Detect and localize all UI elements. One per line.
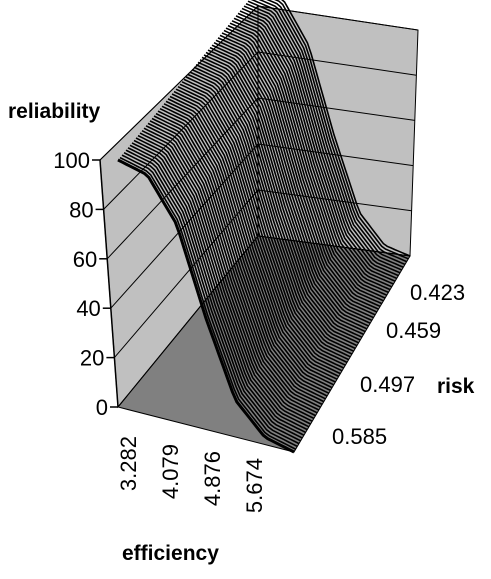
surface-line (241, 7, 398, 280)
surface-line (157, 110, 328, 397)
surface-line (221, 32, 381, 308)
surface-line (281, 0, 411, 257)
z-axis-title: reliability (8, 100, 101, 123)
surface-line (191, 68, 356, 350)
surface-line (211, 44, 373, 322)
surface-line (167, 98, 336, 383)
surface-line (231, 20, 389, 294)
surface-line (245, 2, 401, 274)
surface-line (137, 134, 311, 425)
y-axis-ticks: 0.423 0.459 0.497 0.585 (332, 280, 465, 449)
surface-line (141, 129, 315, 420)
surface-line (139, 132, 313, 422)
surface-line (135, 137, 310, 428)
surface-line (175, 88, 343, 372)
surface-line (149, 120, 321, 408)
z-tick-label: 40 (76, 296, 100, 321)
surface-line (145, 125, 318, 414)
surface-line (195, 63, 359, 344)
y-axis-title: risk (437, 375, 475, 398)
surface-line (215, 39, 376, 316)
surface-line (225, 27, 384, 302)
z-gridline-back (257, 5, 419, 31)
z-gridline (99, 5, 259, 161)
surface-line (171, 93, 340, 378)
surface-line (123, 151, 300, 445)
surface-line (173, 90, 341, 375)
surface-line (129, 144, 305, 436)
surface-line (151, 117, 323, 406)
surface-line (219, 34, 379, 310)
surface-line (266, 0, 408, 263)
surface-line (243, 5, 399, 277)
surface-line (205, 51, 368, 330)
z-tick-label: 80 (69, 197, 93, 222)
surface-line (223, 29, 383, 305)
surface-line (121, 154, 298, 448)
surface-line (181, 81, 348, 364)
surface-line (147, 122, 320, 411)
surface-line (237, 12, 394, 285)
surface-line (143, 127, 316, 417)
surface-line (161, 105, 331, 392)
surface-line (163, 103, 333, 389)
surface-line (209, 46, 371, 324)
surface-line (213, 41, 374, 319)
surface-line (189, 71, 355, 352)
surface-line (197, 61, 361, 341)
surface-line (247, 0, 403, 271)
x-tick-label: 5.674 (242, 458, 267, 513)
surface-front-edge (117, 158, 295, 454)
surface-line (153, 115, 325, 403)
z-axis-line (99, 159, 119, 408)
surface-line (227, 24, 386, 299)
x-axis-ticks: 3.282 4.079 4.876 5.674 (116, 436, 267, 513)
z-tick-label: 20 (80, 346, 104, 371)
y-tick-label: 0.459 (386, 318, 441, 343)
surface-line (193, 66, 358, 347)
x-tick-label: 4.876 (200, 451, 225, 506)
z-tick-label: 100 (53, 148, 90, 173)
surface-line (131, 142, 306, 434)
surface-line (217, 37, 378, 313)
y-tick-label: 0.497 (360, 372, 415, 397)
surface-line (165, 100, 335, 386)
surface-line (155, 112, 326, 400)
surface-line (127, 147, 303, 439)
surface-line (133, 139, 308, 431)
surface-line (239, 10, 396, 282)
z-axis-ticks: 0 20 40 60 80 100 (53, 148, 118, 420)
surface-mesh (117, 0, 411, 454)
surface-line (199, 59, 363, 338)
x-tick-label: 4.079 (158, 444, 183, 499)
surface-line (201, 56, 364, 336)
surface-line (169, 95, 338, 380)
x-tick-label: 3.282 (116, 436, 141, 491)
surface-line (235, 15, 393, 288)
surface-line (119, 156, 297, 450)
x-axis-title: efficiency (122, 542, 219, 565)
surface-line (258, 0, 406, 266)
y-tick-label: 0.423 (410, 280, 465, 305)
surface-line (250, 0, 404, 268)
z-gridline-back (257, 97, 415, 121)
surface-line (203, 54, 366, 333)
y-tick-label: 0.585 (332, 424, 387, 449)
surface-line (187, 73, 353, 355)
surface-line (159, 107, 330, 394)
surface-line (125, 149, 301, 442)
surface-line (185, 76, 351, 358)
z-tick-label: 0 (96, 395, 108, 420)
surface-line (183, 78, 350, 361)
surface-line (229, 22, 388, 296)
surface-line (207, 49, 369, 327)
surface-line (177, 85, 345, 369)
surface-line (233, 17, 391, 291)
surface-line (274, 0, 409, 260)
surface-line (179, 83, 346, 366)
z-tick-label: 60 (73, 247, 97, 272)
